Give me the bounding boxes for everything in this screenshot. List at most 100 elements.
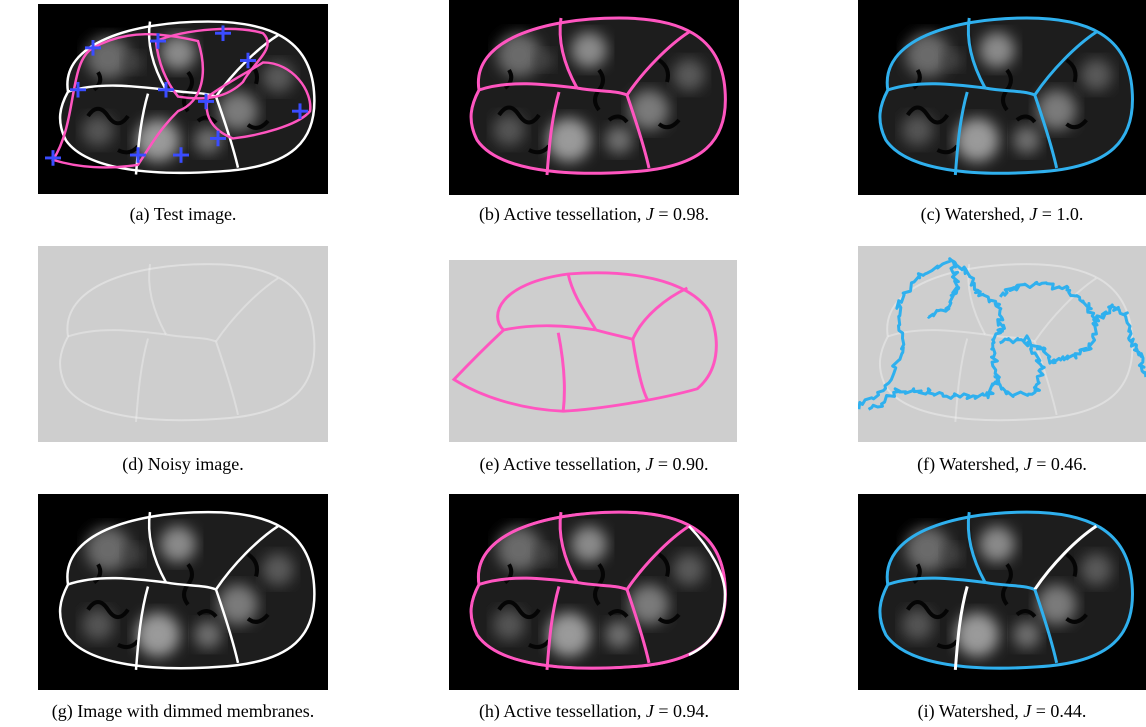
segment-boundary: [887, 82, 986, 92]
membrane-inner: [67, 576, 167, 586]
texture-blob: [218, 91, 258, 131]
texture-blob: [534, 50, 554, 70]
texture-ridge: [912, 68, 922, 90]
segment-boundary: [966, 511, 987, 584]
texture-blob: [136, 612, 180, 657]
faint-inner: [215, 341, 239, 416]
texture-blob: [629, 90, 669, 130]
caption-h: (h) Active tessellation, J = 0.94.: [478, 701, 710, 721]
texture-blob: [605, 126, 633, 154]
texture-blob: [955, 118, 1000, 162]
seed-cross-icon: [173, 147, 189, 163]
texture-ridge: [607, 114, 629, 124]
membrane-inner: [134, 93, 150, 175]
noise-grain: [858, 246, 1146, 442]
membrane-inner: [214, 589, 240, 664]
texture-blob: [901, 608, 934, 641]
texture-ridge: [1065, 118, 1088, 130]
seed-cross-icon: [158, 81, 174, 98]
texture-ridge: [1065, 552, 1078, 577]
texture-blob: [979, 32, 1015, 68]
membrane-inner: [134, 586, 150, 670]
panel-f-watershed-noisy: [858, 246, 1146, 442]
cell-texture: [469, 16, 727, 176]
faint-membranes: [451, 271, 718, 413]
segment-boundary: [887, 576, 986, 586]
texture-blob: [218, 584, 258, 625]
seed-cross-icon: [210, 130, 226, 147]
segment-boundary: [966, 17, 987, 89]
texture-ridge: [503, 68, 514, 90]
caption-g: (g) Image with dimmed membranes.: [51, 701, 315, 721]
texture-blob: [901, 114, 934, 146]
segment-boundary: [625, 588, 651, 664]
segment-outline: [469, 16, 727, 175]
texture-ridge: [906, 105, 950, 125]
texture-blob: [942, 50, 963, 70]
panel-a-test-image: [38, 4, 328, 194]
seed-cross-icon: [240, 52, 256, 69]
panel-e-active-tessellation-noisy: [449, 260, 737, 442]
texture-ridge: [657, 613, 681, 624]
segment-boundary: [558, 17, 579, 89]
texture-blob: [547, 118, 591, 162]
seed-cross-icon: [45, 150, 61, 166]
texture-blob: [571, 32, 607, 68]
segment-boundary: [1033, 30, 1098, 96]
segment-boundary: [631, 286, 689, 340]
caption-a: (a) Test image.: [129, 204, 237, 224]
texture-blob: [123, 544, 143, 565]
texture-ridge: [246, 119, 270, 130]
segment-boundary: [478, 82, 578, 92]
texture-blob: [571, 526, 607, 563]
jagged-watershed-line: [1093, 303, 1146, 378]
texture-ridge: [246, 60, 259, 85]
membrane-inner: [165, 581, 217, 591]
segment-boundary: [953, 586, 969, 671]
texture-ridge: [196, 609, 218, 618]
texture-ridge: [196, 115, 218, 125]
texture-ridge: [657, 118, 681, 130]
texture-ridge: [86, 600, 130, 620]
texture-blob: [905, 527, 950, 572]
faint-membranes: [858, 257, 1146, 422]
panel-h-active-tessellation-dimmed: [449, 494, 739, 690]
panel-i-watershed-dimmed: [858, 494, 1146, 690]
membrane-inner: [147, 21, 168, 91]
caption-i: (i) Watershed, J = 0.44.: [917, 701, 1087, 721]
segment-boundary: [1033, 524, 1098, 591]
membrane-inner: [214, 525, 279, 591]
cell-texture: [45, 20, 316, 175]
faint-inner: [1033, 277, 1097, 343]
caption-f: (f) Watershed, J = 0.46.: [917, 454, 1087, 474]
caption-d: (d) Noisy image.: [122, 454, 244, 474]
segment-boundary: [625, 524, 690, 591]
faint-inner: [215, 277, 279, 343]
texture-blob: [673, 59, 705, 91]
texture-blob: [1080, 59, 1113, 91]
caption-c: (c) Watershed, J = 1.0.: [920, 204, 1084, 224]
membrane-outline: [58, 510, 316, 670]
texture-ridge: [607, 609, 629, 618]
cell-texture: [469, 510, 727, 671]
faint-inner: [887, 329, 986, 338]
texture-blob: [1036, 584, 1077, 625]
panel-g-dimmed-membranes: [38, 494, 328, 690]
texture-ridge: [657, 552, 670, 577]
membrane-inner: [147, 511, 168, 584]
faint-inner: [954, 338, 969, 422]
faint-inner: [165, 333, 217, 343]
faint-outline: [59, 263, 316, 422]
segment-boundary: [545, 91, 561, 176]
texture-blob: [497, 33, 541, 77]
texture-ridge: [936, 144, 959, 155]
texture-ridge: [936, 639, 959, 650]
caption-e: (e) Active tessellation, J = 0.90.: [479, 454, 709, 474]
texture-ridge: [92, 563, 103, 585]
texture-blob: [194, 126, 222, 155]
texture-ridge: [503, 563, 514, 585]
initial-polygon: [51, 33, 205, 169]
texture-blob: [497, 527, 541, 572]
texture-blob: [493, 608, 525, 641]
texture-ridge: [528, 639, 551, 650]
